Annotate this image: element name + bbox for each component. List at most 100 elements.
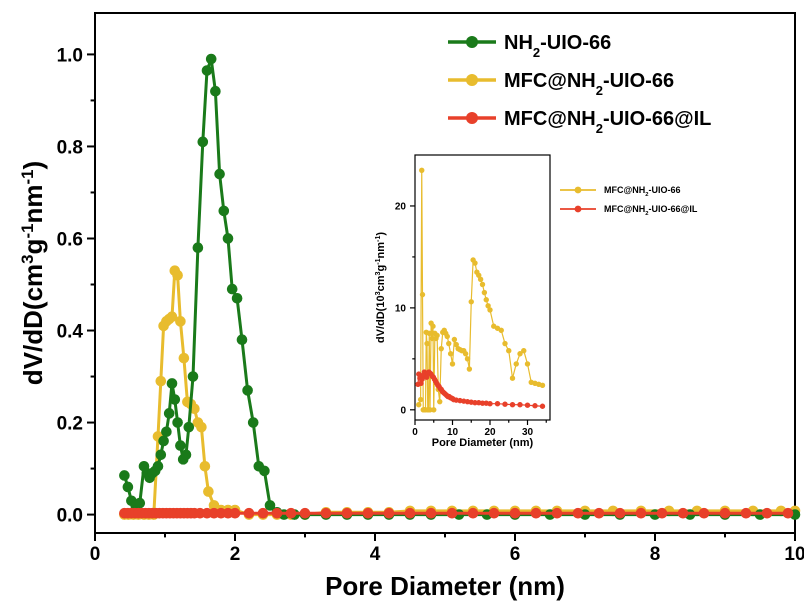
main-series-mfc-nh-uio-66-il-point [320, 507, 332, 519]
inset-series-mfc-nh-uio-66-point [431, 407, 437, 413]
inset-series-mfc-nh-uio-66-il-point [494, 400, 501, 407]
main-series-nh-uio-66-point [259, 465, 270, 477]
inset-series-mfc-nh-uio-66-point [464, 356, 471, 362]
inset-series-mfc-nh-uio-66-il-point [539, 403, 546, 409]
inset-series-mfc-nh-uio-66-point [498, 327, 504, 334]
inset-series-mfc-nh-uio-66-il-point [524, 402, 531, 408]
main-series-nh-uio-66-point [264, 500, 276, 511]
inset-series-mfc-nh-uio-66-point [462, 351, 469, 357]
main-series-nh-uio-66-point [158, 435, 169, 447]
inset-series-mfc-nh-uio-66-point [419, 291, 426, 298]
inset-x-tick-label: 0 [412, 427, 418, 438]
main-x-axis-title: Pore Diameter (nm) [325, 571, 565, 601]
main-series-mfc-nh-uio-66-il-point [488, 507, 500, 519]
inset-series-mfc-nh-uio-66-point [434, 332, 440, 339]
inset-series-mfc-nh-uio-66 [416, 167, 546, 413]
inset-series-mfc-nh-uio-66-point [487, 307, 493, 313]
main-series-nh-uio-66-point [161, 426, 172, 438]
main-series-mfc-nh-uio-66-il-point [761, 507, 773, 519]
main-x-tick-label: 2 [230, 544, 241, 565]
main-y-tick-label: 1.0 [57, 45, 83, 66]
main-series-mfc-nh-uio-66-il-point [635, 507, 647, 519]
inset-series-mfc-nh-uio-66-point [430, 323, 436, 329]
main-series-mfc-nh-uio-66-il-point [383, 507, 395, 519]
inset-series-mfc-nh-uio-66-point [502, 340, 508, 347]
inset-series-mfc-nh-uio-66-point [426, 330, 432, 337]
main-y-tick-label: 0.2 [57, 413, 83, 434]
main-series-nh-uio-66-point [205, 53, 217, 65]
inset-series-mfc-nh-uio-66-point [438, 345, 444, 352]
inset-series-mfc-nh-uio-66-il-point [487, 400, 493, 407]
main-series-mfc-nh-uio-66-il-point [572, 507, 584, 519]
inset-legend-label: MFC@NH2-UIO-66@IL [604, 204, 698, 217]
main-series-nh-uio-66-point [166, 378, 178, 389]
inset-series-mfc-nh-uio-66-point [468, 299, 474, 305]
inset-series-mfc-nh-uio-66-point [479, 281, 486, 288]
main-legend-marker [466, 36, 478, 48]
main-series-nh-uio-66-point [122, 481, 134, 493]
inset-series-mfc-nh-uio-66-point [539, 382, 546, 389]
main-legend-marker [466, 112, 478, 124]
inset-series-mfc-nh-uio-66-point [506, 347, 512, 354]
inset-y-tick-label: 20 [395, 202, 407, 213]
main-x-tick-label: 6 [510, 544, 521, 565]
inset-series-mfc-nh-uio-66-point [521, 347, 527, 354]
inset-series-mfc-nh-uio-66-point [451, 336, 458, 343]
main-series-mfc-nh-uio-66-il-point [509, 507, 521, 519]
main-series-mfc-nh-uio-66-il-point [362, 507, 374, 519]
inset-series-mfc-nh-uio-66-point [466, 366, 473, 372]
main-legend-marker [466, 74, 478, 86]
inset-series-mfc-nh-uio-66-point [509, 375, 516, 381]
inset-x-tick-label: 10 [447, 427, 459, 438]
main-series-mfc-nh-uio-66-point [172, 270, 183, 281]
main-series-mfc-nh-uio-66-point [199, 460, 211, 472]
main-chart-group: 0 2 4 6 8 10 0.0 0.2 0.4 0.6 0.8 1.0 Pore Diameter (… [18, 12, 804, 601]
main-series-mfc-nh-uio-66-il-point [467, 507, 479, 519]
main-series-mfc-nh-uio-66-il-point [446, 507, 458, 519]
inset-y-axis-title: dV/dD(103cm3g-1nm-1) [374, 232, 387, 344]
main-x-tick-label: 4 [370, 544, 381, 565]
main-series-nh-uio-66-point [222, 233, 234, 244]
inset-series-mfc-nh-uio-66-point [449, 361, 456, 367]
main-series-mfc-nh-uio-66-point [175, 316, 186, 327]
main-series-mfc-nh-uio-66-il-point [551, 507, 563, 519]
main-legend: NH2-UIO-66 MFC@NH2-UIO-66 MFC@NH2-UIO-66@I… [448, 32, 711, 136]
inset-series-mfc-nh-uio-66-point [437, 398, 443, 405]
main-legend-label: NH2-UIO-66 [504, 32, 611, 60]
main-series-mfc-nh-uio-66-il-point [782, 507, 794, 519]
main-series-nh-uio-66-point [236, 334, 248, 346]
main-series-nh-uio-66-point [119, 470, 130, 481]
main-y-tick-label: 0.6 [57, 229, 83, 250]
main-series-nh-uio-66-point [192, 242, 204, 253]
main-series-mfc-nh-uio-66-il-point [404, 507, 416, 519]
main-series-nh-uio-66-point [187, 371, 199, 382]
main-series-mfc-nh-uio-66-il-point [530, 507, 542, 519]
main-x-tick-label: 0 [90, 544, 101, 565]
inset-y-tick-label: 10 [395, 303, 407, 314]
main-series-nh-uio-66-point [226, 283, 238, 295]
main-x-tick-label: 10 [784, 544, 804, 565]
main-series-mfc-nh-uio-66-il-point [719, 507, 731, 519]
inset-legend-marker [574, 186, 582, 194]
main-series-nh-uio-66-point [175, 440, 186, 451]
main-y-tick-label: 0.4 [57, 321, 84, 342]
inset-x-axis-title: Pore Diameter (nm) [432, 437, 534, 449]
inset-series-mfc-nh-uio-66-il [415, 369, 546, 409]
main-series-mfc-nh-uio-66-point [166, 311, 178, 323]
inset-series-mfc-nh-uio-66-point [513, 361, 519, 367]
inset-series-mfc-nh-uio-66-point [447, 351, 454, 357]
main-series-nh-uio-66-point [242, 385, 253, 396]
main-series-nh-uio-66-point [163, 408, 175, 419]
main-series-nh-uio-66-point [152, 460, 164, 472]
main-series-nh-uio-66-point [197, 136, 209, 148]
main-series-nh-uio-66-point [218, 205, 230, 217]
main-series-mfc-nh-uio-66-il-point [740, 507, 752, 519]
main-series-mfc-nh-uio-66-il-point [271, 507, 283, 519]
inset-y-tick-label: 0 [400, 405, 406, 416]
inset-legend: MFC@NH2-UIO-66 MFC@NH2-UIO-66@IL [560, 185, 698, 217]
main-series-mfc-nh-uio-66-il-point [229, 507, 241, 519]
inset-legend-marker [574, 205, 582, 213]
